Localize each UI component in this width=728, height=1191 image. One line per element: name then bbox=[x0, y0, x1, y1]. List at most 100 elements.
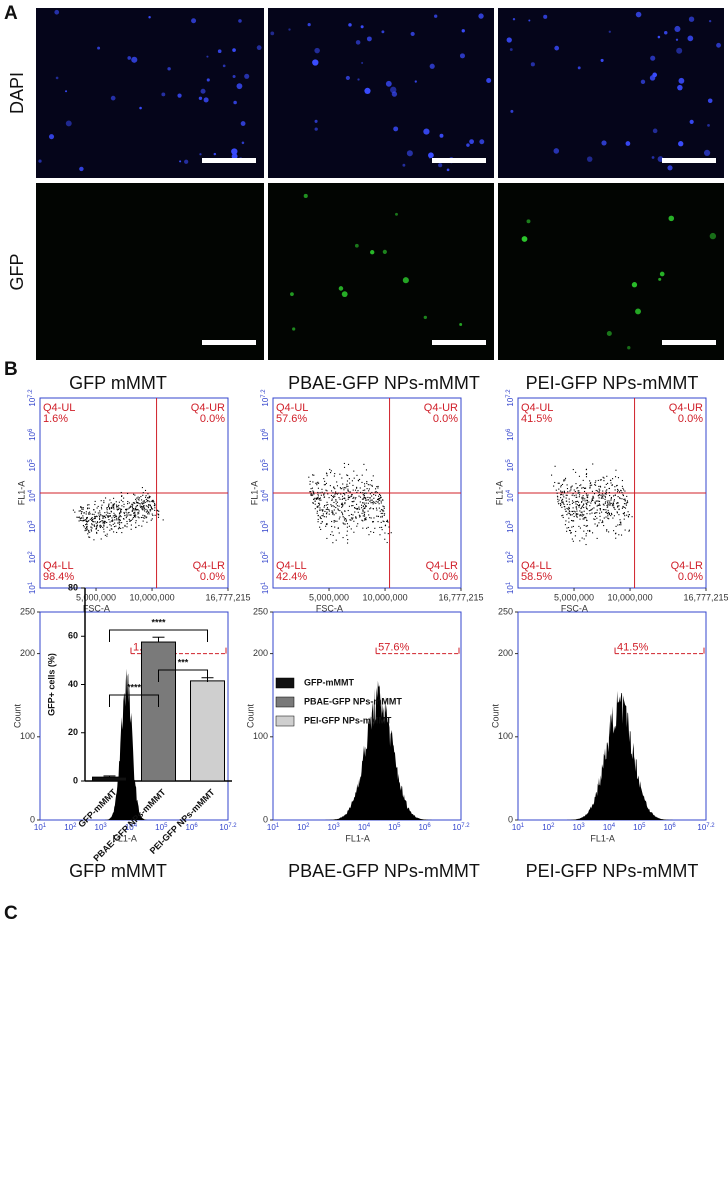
event-dot bbox=[379, 526, 381, 529]
event-dot bbox=[106, 507, 108, 509]
significance-bracket bbox=[109, 629, 208, 642]
event-dot bbox=[106, 511, 108, 513]
event-dot bbox=[582, 497, 585, 499]
log-tick-label: 103 bbox=[28, 520, 38, 533]
y-tick-label: 100 bbox=[20, 731, 35, 741]
event-dot bbox=[607, 509, 609, 511]
event-dot bbox=[152, 508, 154, 510]
event-dot bbox=[312, 502, 314, 504]
x-tick-label: 5,000,000 bbox=[309, 592, 349, 602]
event-dot bbox=[568, 529, 571, 531]
event-dot bbox=[622, 506, 624, 508]
event-dot bbox=[319, 516, 321, 518]
log-exponent: 7.2 bbox=[228, 823, 237, 829]
event-dot bbox=[373, 497, 375, 499]
event-dot bbox=[566, 527, 568, 529]
event-dot bbox=[576, 504, 578, 506]
event-dot bbox=[117, 517, 120, 519]
event-dot bbox=[114, 514, 116, 516]
event-dot bbox=[591, 512, 593, 514]
significance-label: **** bbox=[151, 617, 166, 627]
event-dot bbox=[615, 525, 617, 527]
event-dot bbox=[598, 491, 600, 493]
event-dot bbox=[134, 511, 136, 513]
event-dot bbox=[88, 507, 90, 509]
event-dot bbox=[118, 507, 120, 509]
event-dot bbox=[367, 484, 369, 486]
event-dot bbox=[553, 485, 555, 487]
event-dot bbox=[91, 513, 93, 515]
event-dot bbox=[628, 529, 630, 531]
event-dot bbox=[561, 483, 564, 486]
event-dot bbox=[372, 521, 374, 523]
event-dot bbox=[578, 504, 580, 507]
event-dot bbox=[589, 505, 591, 507]
event-dot bbox=[312, 490, 314, 492]
event-dot bbox=[624, 507, 627, 509]
event-dot bbox=[312, 502, 314, 504]
event-dot bbox=[354, 511, 356, 513]
event-dot bbox=[613, 499, 615, 501]
event-dot bbox=[390, 532, 392, 534]
event-dot bbox=[82, 515, 84, 517]
event-dot bbox=[345, 492, 347, 494]
event-dot bbox=[162, 519, 164, 521]
event-dot bbox=[599, 509, 601, 511]
event-dot bbox=[354, 498, 356, 500]
event-dot bbox=[363, 492, 365, 494]
cell-spot bbox=[652, 72, 658, 78]
event-dot bbox=[128, 518, 130, 520]
event-dot bbox=[360, 504, 363, 506]
event-dot bbox=[623, 512, 625, 514]
event-dot bbox=[591, 484, 593, 486]
event-dot bbox=[351, 493, 353, 496]
event-dot bbox=[366, 488, 368, 490]
event-dot bbox=[616, 502, 618, 504]
event-dot bbox=[561, 506, 563, 508]
event-dot bbox=[142, 506, 144, 508]
event-dot bbox=[109, 515, 111, 517]
event-dot bbox=[612, 517, 614, 519]
event-dot bbox=[320, 528, 322, 531]
event-dot bbox=[583, 538, 585, 540]
log-tick-label: 102 bbox=[261, 551, 271, 564]
event-dot bbox=[86, 524, 88, 526]
event-dot bbox=[345, 487, 347, 489]
event-dot bbox=[579, 504, 581, 506]
log-exponent: 4 bbox=[134, 823, 138, 829]
event-dot bbox=[571, 494, 573, 496]
event-dot bbox=[384, 524, 387, 526]
log-base: 10 bbox=[155, 823, 164, 832]
event-dot bbox=[317, 515, 319, 517]
event-dot bbox=[571, 538, 573, 540]
quadrant-name: Q4-LR bbox=[193, 560, 225, 572]
event-dot bbox=[94, 515, 96, 517]
event-dot bbox=[583, 518, 585, 520]
event-dot bbox=[131, 507, 134, 509]
event-dot bbox=[381, 515, 383, 517]
event-dot bbox=[122, 527, 124, 529]
cell-spot bbox=[652, 128, 658, 134]
event-dot bbox=[372, 521, 375, 523]
event-dot bbox=[150, 506, 152, 508]
event-dot bbox=[607, 503, 609, 505]
cell-spot bbox=[65, 120, 72, 127]
event-dot bbox=[363, 495, 365, 497]
cell-spot bbox=[688, 16, 695, 22]
event-dot bbox=[333, 521, 335, 523]
log-tick-label: 101 bbox=[34, 823, 47, 833]
event-dot bbox=[336, 520, 338, 522]
event-dot bbox=[120, 509, 122, 511]
event-dot bbox=[128, 514, 130, 516]
event-dot bbox=[570, 519, 573, 522]
event-dot bbox=[149, 509, 151, 511]
event-dot bbox=[572, 520, 574, 522]
event-dot bbox=[614, 489, 616, 491]
event-dot bbox=[109, 508, 111, 510]
column-label: GFP mMMT bbox=[69, 373, 167, 393]
event-dot bbox=[353, 470, 355, 472]
event-dot bbox=[625, 503, 627, 505]
event-dot bbox=[562, 501, 564, 503]
event-dot bbox=[74, 511, 76, 513]
event-dot bbox=[99, 510, 101, 512]
